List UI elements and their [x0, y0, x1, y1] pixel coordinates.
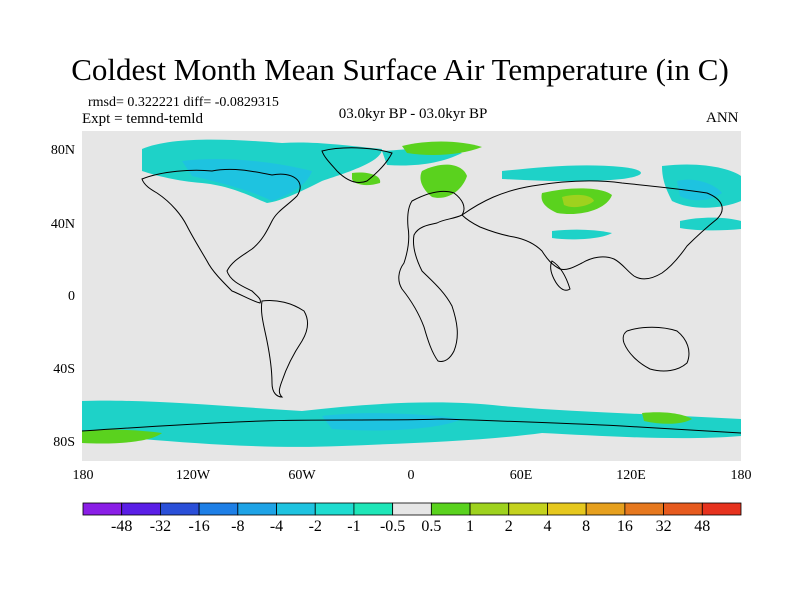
southern-warm-east — [642, 412, 692, 424]
lat-tick-label: 40N — [50, 217, 75, 232]
colorbar-label: 1 — [466, 518, 475, 535]
north-america-coast — [141, 168, 301, 304]
greenland-coast — [321, 147, 393, 184]
colorbar-label: 48 — [694, 518, 711, 535]
colorbar-swatch — [392, 502, 432, 516]
asia-coast — [461, 180, 723, 280]
colorbar-swatch — [585, 502, 626, 516]
lon-tick-label: 120W — [175, 468, 211, 483]
colorbar-swatch — [701, 502, 742, 516]
period-label: 03.0kyr BP - 03.0kyr BP — [338, 106, 488, 122]
coastlines — [82, 147, 741, 434]
experiment-label: Expt = temnd-temld — [82, 111, 203, 127]
colorbar-swatch — [276, 502, 316, 516]
colorbar-label: 4 — [543, 518, 552, 535]
colorbar-label: -4 — [269, 518, 284, 535]
colorbar-swatch — [430, 502, 471, 516]
antarctica-coast — [82, 418, 741, 434]
colorbar-label: 2 — [504, 518, 513, 535]
colorbar-label: -0.5 — [379, 518, 406, 535]
lon-tick-label: 180 — [730, 468, 752, 483]
canada-cool-patch — [182, 159, 312, 201]
lon-tick-label: 60W — [288, 468, 316, 483]
colorbar-swatch — [237, 502, 277, 516]
colorbar-swatch — [198, 502, 239, 516]
colorbar-label: -1 — [347, 518, 361, 535]
colorbar-label: 32 — [655, 518, 672, 535]
colorbar-label: 0.5 — [421, 518, 442, 535]
colorbar-swatch — [160, 502, 200, 516]
southern-ocean-deep — [322, 413, 462, 431]
colorbar-label: -2 — [308, 518, 322, 535]
lon-tick-label: 60E — [509, 468, 533, 483]
colorbar-label: -32 — [149, 518, 172, 535]
colorbar-swatch — [121, 502, 161, 516]
eurasia-cool-patch — [502, 165, 641, 182]
asia-cool-patch — [552, 229, 612, 240]
colorbar-label: 16 — [616, 518, 633, 535]
lat-tick-label: 80S — [53, 435, 75, 450]
lon-tick-label: 180 — [72, 468, 94, 483]
colorbar-label: -8 — [231, 518, 245, 535]
colorbar — [82, 502, 742, 516]
lat-tick-label: 80N — [50, 143, 75, 158]
colorbar-swatch — [353, 502, 394, 516]
lat-tick-label: 0 — [68, 289, 75, 304]
colorbar-swatch — [624, 502, 664, 516]
lon-tick-label: 0 — [407, 468, 415, 483]
arctic-warm-patch — [402, 141, 482, 155]
australia-coast — [622, 326, 690, 372]
world-map — [82, 131, 741, 461]
cool-anomaly-patches — [82, 139, 741, 447]
colorbar-label: -48 — [111, 518, 133, 535]
asia-warmer-patch — [562, 194, 594, 208]
india-coast — [550, 260, 571, 291]
southern-warm-west — [82, 429, 162, 444]
season-label: ANN — [706, 110, 739, 126]
colorbar-swatch — [663, 502, 703, 516]
page-title: Coldest Month Mean Surface Air Temperatu… — [71, 52, 729, 87]
scandinavia-warm-patch — [420, 164, 467, 198]
lon-tick-label: 120E — [616, 468, 646, 483]
colorbar-label: 8 — [582, 518, 591, 535]
colorbar-swatch — [469, 502, 510, 516]
colorbar-swatch — [547, 502, 587, 516]
colorbar-swatch — [314, 502, 355, 516]
europe-africa-coast — [398, 190, 465, 362]
colorbar-swatch — [82, 502, 123, 516]
colorbar-swatch — [508, 502, 548, 516]
lat-tick-label: 40S — [53, 362, 75, 377]
warm-anomaly-patches — [82, 141, 692, 444]
stats-label: rmsd= 0.322221 diff= -0.0829315 — [88, 95, 279, 110]
colorbar-label: -16 — [188, 518, 210, 535]
south-america-coast — [261, 300, 309, 398]
